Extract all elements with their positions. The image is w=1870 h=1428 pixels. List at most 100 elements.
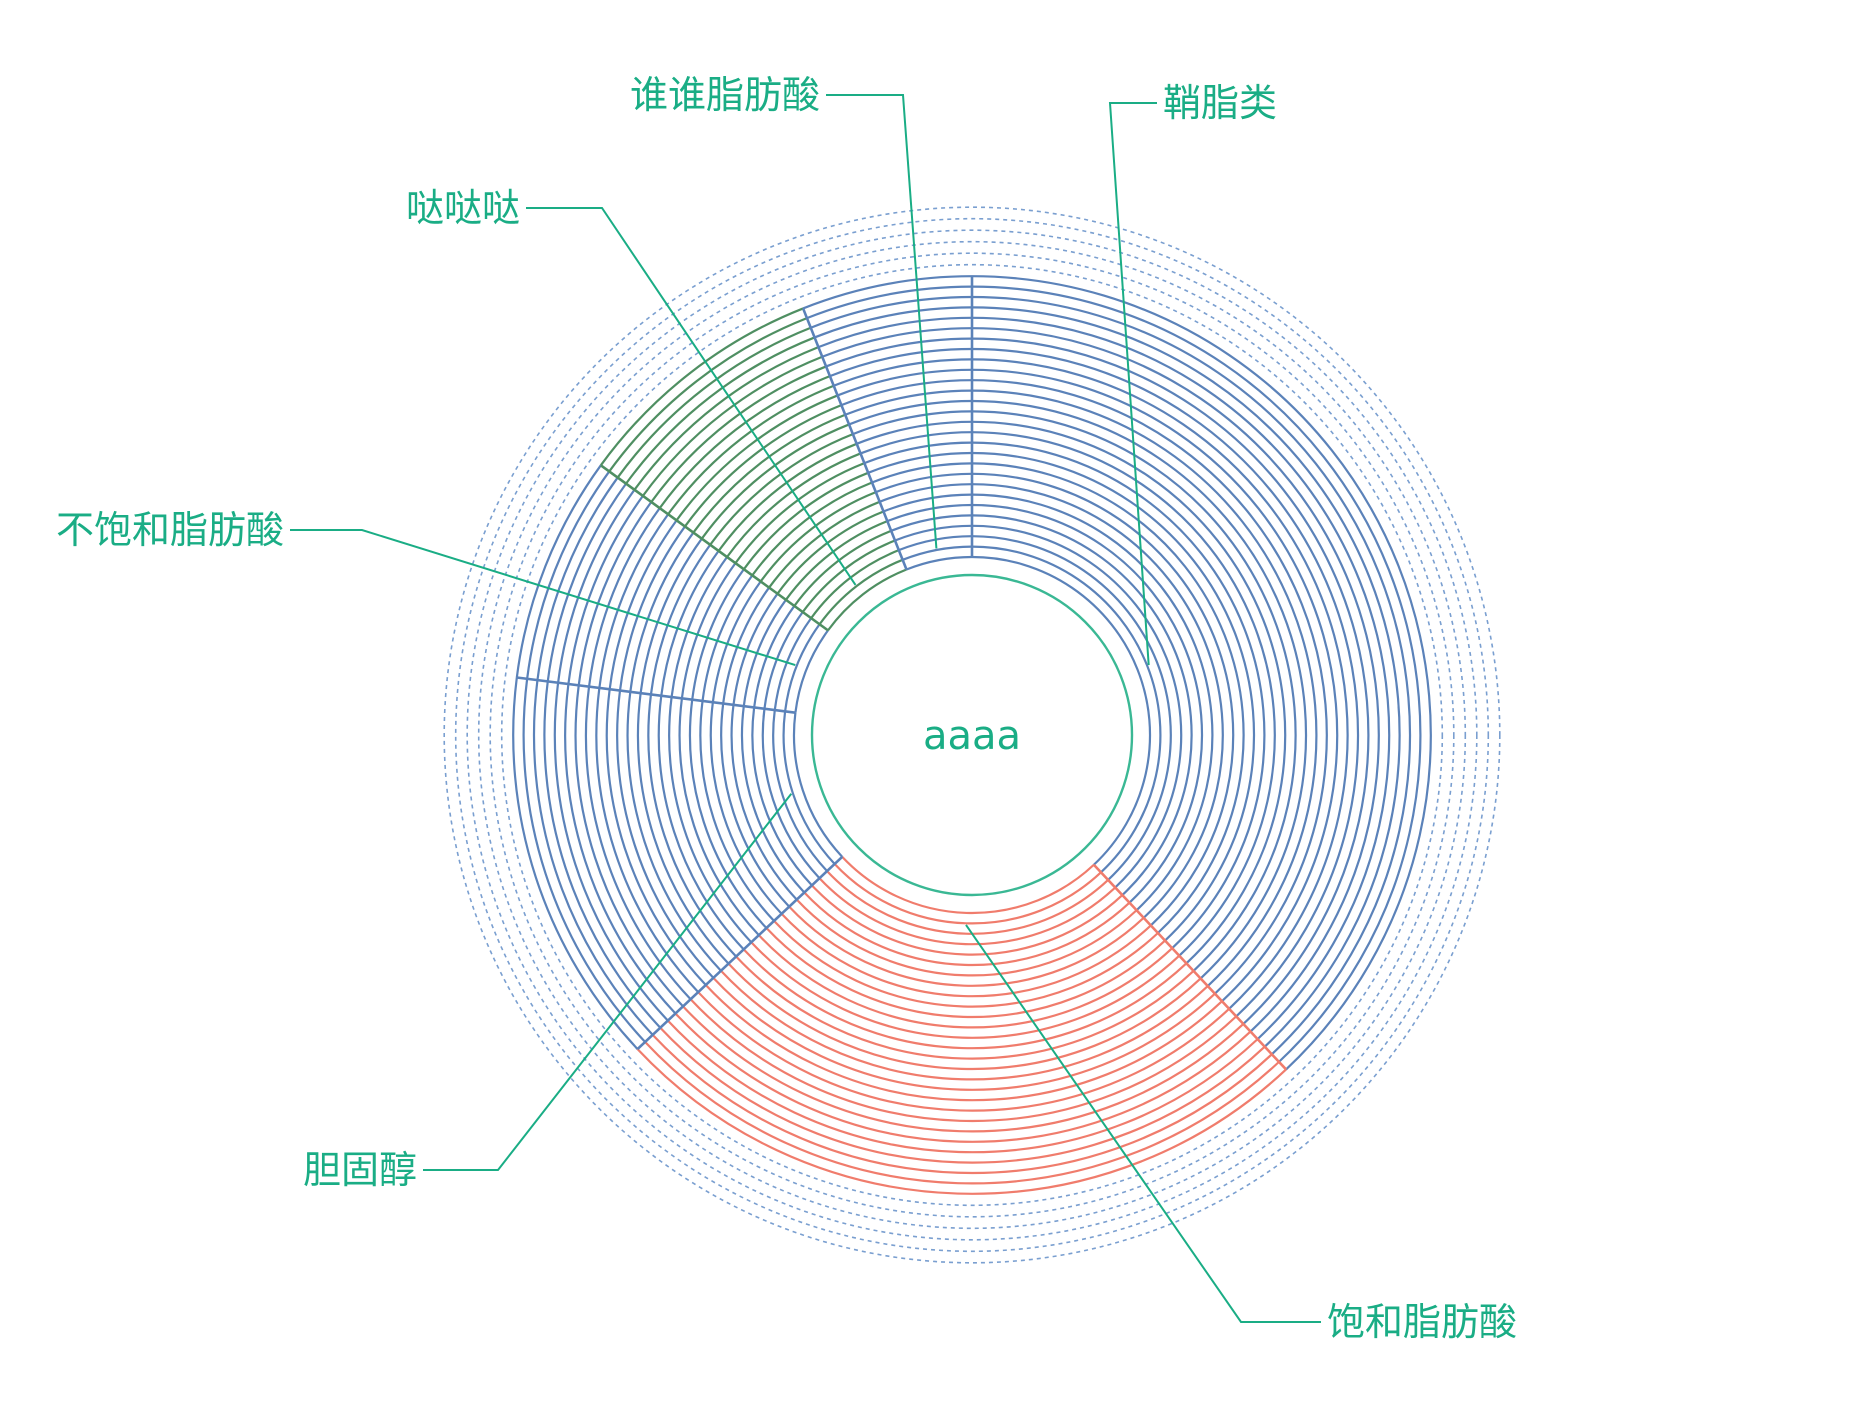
slice-arc (720, 703, 790, 908)
slice-arc (584, 686, 692, 1000)
dashed-ring (489, 252, 1455, 1218)
slice-arc (595, 687, 700, 993)
slice-arc (543, 681, 662, 1029)
slice-arc (726, 452, 861, 558)
slice-arc (971, 524, 1183, 889)
slice-arc (657, 695, 745, 951)
slice-arc (577, 501, 653, 686)
pie-slice[interactable] (970, 275, 1432, 1071)
leader-line (526, 207, 857, 586)
slice-arc (735, 955, 1195, 1060)
slice-label: 饱和脂肪酸 (1327, 1300, 1517, 1344)
slice-arc (971, 316, 1391, 1040)
slice-arc (852, 410, 973, 436)
slice-arc (674, 1012, 1252, 1143)
slice-arc (709, 433, 854, 546)
slice-arc (626, 691, 722, 972)
slice-arc (863, 441, 973, 465)
slice-arc (668, 696, 753, 944)
slice-arc (811, 884, 1124, 956)
slice-arc (971, 451, 1256, 942)
slice-arc (684, 404, 842, 528)
slice-arc (732, 593, 779, 706)
slice-arc (971, 441, 1266, 949)
slice-arc (818, 558, 904, 625)
slice-arc (680, 562, 737, 699)
slice-arc (792, 712, 844, 858)
slice-arc (536, 476, 619, 681)
slice-arc (711, 580, 762, 703)
slice-arc (971, 410, 1297, 972)
slice-arc (890, 514, 973, 532)
slice-arc (844, 389, 973, 416)
slice-arc (833, 358, 973, 387)
slice-arc (971, 347, 1360, 1018)
slice-arc (740, 706, 806, 894)
pie-slice[interactable] (599, 307, 907, 632)
slice-label: 哒哒哒 (406, 186, 520, 230)
slice-arc (971, 514, 1193, 896)
slice-arc (750, 941, 1181, 1039)
leader-lines (290, 94, 1321, 1323)
slice-arc (689, 998, 1237, 1123)
slice-arc (971, 493, 1214, 912)
slice-arc (660, 550, 720, 696)
slice-arc (587, 507, 661, 687)
slice-arc (649, 544, 712, 695)
leader-line (290, 529, 796, 667)
slice-arc (806, 285, 973, 320)
pie-slice[interactable] (636, 856, 1288, 1195)
slice-arc (720, 970, 1209, 1081)
slice-arc (971, 503, 1204, 904)
slice-arc (512, 677, 639, 1050)
slice-arc (971, 306, 1401, 1048)
slice-arc (682, 1005, 1245, 1133)
slice-edge (600, 464, 829, 632)
slice-arc (837, 368, 973, 397)
slice-arc (742, 471, 869, 570)
slice-arc (840, 379, 973, 407)
slice-arc (605, 689, 707, 986)
slice-arc (598, 513, 670, 689)
slice-arc (650, 365, 827, 503)
slice-arc (785, 520, 888, 601)
slice-arc (803, 891, 1131, 967)
dashed-ring (443, 206, 1501, 1264)
slice-arc (532, 679, 654, 1036)
slice-arc (971, 399, 1308, 980)
slice-arc (768, 500, 881, 589)
slice-arc (856, 420, 973, 445)
slice-edge (516, 676, 796, 714)
dashed-ring (500, 263, 1444, 1207)
slice-arc (841, 856, 1095, 915)
slice-arc (860, 431, 973, 455)
slice-arc (827, 568, 907, 632)
slice-arc (659, 1026, 1266, 1164)
slice-arc (751, 707, 813, 887)
slice-arc (971, 462, 1245, 934)
slice-arc (765, 927, 1166, 1019)
pie-slice[interactable] (512, 677, 844, 1051)
pie-slice[interactable] (515, 464, 829, 714)
slice-arc (658, 375, 831, 509)
slice-arc (971, 472, 1235, 927)
slice-arc (825, 337, 973, 368)
slice-arc (906, 555, 973, 571)
slice-arc (871, 462, 973, 484)
slice-arc (599, 307, 804, 466)
dashed-rings (443, 206, 1501, 1264)
slice-arc (814, 306, 973, 339)
pie-slice[interactable] (801, 275, 973, 571)
slice-arc (608, 519, 678, 690)
slice-arc (751, 481, 873, 577)
slice-arc (670, 556, 728, 698)
slice-arc (734, 462, 865, 564)
slice-arc (753, 605, 796, 708)
slice-arc (642, 355, 823, 497)
slice-arc (801, 539, 896, 613)
slice-arc (647, 694, 737, 958)
slice-arc (636, 693, 730, 965)
slice-arc (833, 863, 1102, 925)
slice-arc (848, 399, 973, 426)
